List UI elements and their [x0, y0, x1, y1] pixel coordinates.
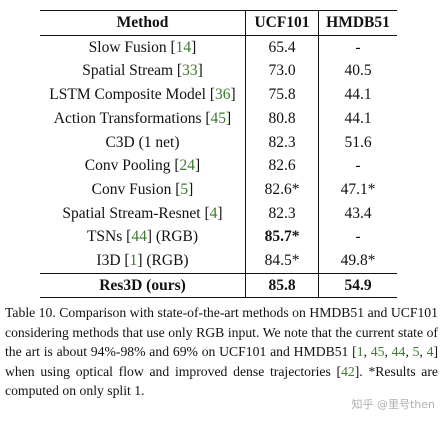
caption-citation-link[interactable]: 45: [370, 344, 385, 359]
citation-link[interactable]: 36: [215, 86, 231, 104]
watermark: 知乎 @里号then: [351, 398, 435, 411]
method-suffix: (RGB): [146, 251, 189, 269]
method-name: I3D: [96, 251, 121, 269]
hmdb51-value: -: [318, 225, 397, 249]
citation-link[interactable]: 4: [209, 204, 218, 222]
method-cell: I3D [1] (RGB): [96, 251, 189, 269]
hmdb51-value: 54.9: [318, 273, 397, 298]
comparison-table: Method UCF101 HMDB51 Slow Fusion [14] 65.…: [40, 10, 397, 298]
citation-link[interactable]: 33: [182, 62, 198, 80]
header-method: Method: [116, 14, 169, 32]
table-row: Spatial Stream [33] 73.0 40.5: [40, 59, 397, 84]
table-row: Res3D (ours) 85.8 54.9: [40, 273, 397, 298]
table-row: Spatial Stream-Resnet [4] 82.3 43.4: [40, 201, 397, 226]
table-row: TSNs [44] (RGB) 85.7* -: [40, 225, 397, 249]
method-name: LSTM Composite Model: [49, 86, 206, 104]
method-cell: Conv Pooling [24]: [84, 157, 201, 175]
method-name: Conv Pooling: [84, 157, 171, 175]
table-row: I3D [1] (RGB) 84.5* 49.8*: [40, 248, 397, 274]
ucf101-value: 65.4: [245, 35, 319, 60]
caption-citation-link[interactable]: 1: [356, 344, 364, 359]
method-cell: Action Transformations [45]: [53, 109, 232, 127]
method-cell: Res3D (ours): [40, 273, 246, 298]
citation-link[interactable]: 45: [210, 109, 227, 127]
ucf101-value: 82.6: [245, 154, 319, 178]
method-suffix: (RGB): [155, 228, 199, 246]
citation-link[interactable]: 14: [175, 38, 192, 56]
method-name: C3D (1 net): [105, 133, 180, 151]
table-row: LSTM Composite Model [36] 75.8 44.1: [40, 83, 397, 107]
table-caption: Table 10. Comparison with state-of-the-a…: [5, 303, 438, 401]
hmdb51-value: 47.1*: [318, 177, 397, 202]
table-row: Action Transformations [45] 80.8 44.1: [40, 106, 397, 131]
caption-citation-link[interactable]: 4: [426, 344, 434, 359]
hmdb51-value: 44.1: [318, 106, 397, 131]
table-row: Slow Fusion [14] 65.4-: [40, 35, 397, 60]
caption-ref[interactable]: 42: [341, 363, 355, 379]
hmdb51-value: 43.4: [318, 201, 397, 226]
method-name: TSNs: [86, 228, 123, 246]
table-row: Conv Fusion [5] 82.6* 47.1*: [40, 177, 397, 202]
caption-text-2: ] when using optical flow and improved d…: [5, 344, 439, 379]
ucf101-value: 75.8: [245, 83, 319, 107]
method-cell: Slow Fusion [14]: [88, 38, 197, 56]
hmdb51-value: 49.8*: [318, 248, 397, 274]
method-name: Spatial Stream-Resnet: [62, 204, 201, 222]
header-hmdb51: HMDB51: [318, 10, 397, 36]
caption-citation-link[interactable]: 44: [391, 344, 406, 359]
citation-link[interactable]: 44: [131, 228, 147, 246]
ucf101-value: 82.3: [245, 130, 319, 155]
hmdb51-value: 51.6: [318, 130, 397, 155]
method-name: Action Transformations: [53, 109, 202, 127]
caption-text-3: ]. *Results are computed on only split 1…: [5, 363, 439, 399]
method-cell: C3D (1 net): [40, 130, 246, 154]
ucf101-value: 85.7*: [245, 225, 319, 249]
header-ucf101: UCF101: [245, 10, 319, 36]
method-cell: Conv Fusion [5]: [91, 180, 194, 198]
table-row: Conv Pooling [24] 82.6-: [40, 154, 397, 178]
method-name: Res3D (ours): [99, 276, 186, 294]
table-row: C3D (1 net) 82.3 51.6: [40, 130, 397, 155]
hmdb51-value: -: [318, 154, 397, 178]
method-cell: Spatial Stream-Resnet [4]: [62, 204, 223, 222]
citation-link[interactable]: 5: [180, 180, 189, 198]
hmdb51-value: -: [318, 35, 397, 60]
ucf101-value: 82.6*: [245, 177, 319, 202]
citation-link[interactable]: 24: [179, 157, 196, 175]
method-cell: TSNs [44] (RGB): [86, 228, 199, 246]
method-cell: Spatial Stream [33]: [82, 62, 203, 80]
method-name: Conv Fusion: [91, 180, 172, 198]
hmdb51-value: 44.1: [318, 83, 397, 107]
table-body: Slow Fusion [14] 65.4- Spatial Stream [33]…: [40, 35, 397, 298]
ucf101-value: 82.3: [245, 201, 319, 226]
caption-refs: 1, 45, 44, 5, 4: [356, 344, 434, 359]
table-header-row: Method UCF101 HMDB51: [40, 10, 397, 36]
method-cell: LSTM Composite Model [36]: [49, 86, 236, 104]
caption-text-1: Table 10. Comparison with state-of-the-a…: [5, 305, 438, 359]
ucf101-value: 84.5*: [245, 248, 319, 274]
hmdb51-value: 40.5: [318, 59, 397, 84]
ucf101-value: 85.8: [245, 273, 319, 298]
method-name: Spatial Stream: [82, 62, 174, 80]
citation-link[interactable]: 1: [129, 251, 138, 269]
ucf101-value: 80.8: [245, 106, 319, 131]
caption-citation-link[interactable]: 5: [412, 344, 420, 359]
method-name: Slow Fusion: [88, 38, 167, 56]
ucf101-value: 73.0: [245, 59, 319, 84]
